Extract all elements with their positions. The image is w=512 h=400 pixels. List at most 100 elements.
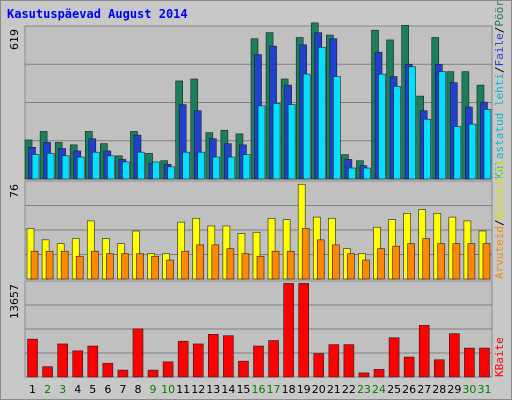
bar-visits-arvuteid-22 (347, 253, 355, 280)
bar-visits-külastusi-17 (267, 218, 276, 280)
legend-visits-part-0: Arvuteid (493, 226, 506, 279)
x-tick-label-31: 31 (477, 383, 491, 396)
bar-bytes-kbaite-3 (57, 343, 68, 378)
x-tick-label-23: 23 (357, 383, 371, 396)
bar-bytes-kbaite-13 (208, 334, 219, 378)
legend-visits-part-2: Külastusi (493, 160, 506, 220)
bar-bytes-kbaite-6 (102, 362, 114, 378)
bar-bytes-kbaite-24 (373, 369, 385, 378)
bar-visits-arvuteid-29 (452, 243, 461, 280)
bar-visits-arvuteid-11 (181, 250, 189, 280)
bar-bytes-kbaite-5 (87, 345, 99, 378)
bar-bytes-kbaite-18 (283, 283, 294, 378)
bar-visits-külastusi-16 (252, 231, 261, 280)
chart-title: Kasutuspäevad August 2014 (7, 7, 188, 21)
legend-traffic-part-3: / (493, 27, 506, 34)
panel-traffic-legend: Külastatud lehti/Faile/Pöördumisi (493, 1, 506, 179)
bar-bytes-kbaite-23 (358, 372, 370, 378)
bar-bytes-kbaite-20 (313, 353, 325, 378)
panel-bytes-legend: KBaite (493, 337, 506, 377)
bar-bytes-kbaite-31 (479, 347, 490, 378)
bar-traffic-külastatud-lehti-21 (333, 76, 341, 180)
bar-bytes-kbaite-9 (147, 369, 159, 378)
bar-traffic-külastatud-lehti-31 (483, 109, 492, 180)
bar-traffic-külastatud-lehti-3 (61, 155, 70, 180)
x-tick-label-24: 24 (372, 383, 386, 396)
bar-visits-arvuteid-30 (467, 243, 476, 280)
panel-visits-ytick-label: 76 (8, 184, 21, 198)
bar-traffic-külastatud-lehti-15 (242, 154, 251, 180)
bar-traffic-külastatud-lehti-6 (107, 155, 115, 180)
bar-traffic-külastatud-lehti-28 (438, 71, 447, 180)
x-tick-label-20: 20 (312, 383, 326, 396)
x-tick-label-6: 6 (104, 383, 111, 396)
bar-visits-arvuteid-16 (256, 255, 265, 280)
bar-traffic-külastatud-lehti-11 (182, 151, 190, 180)
bar-traffic-külastatud-lehti-12 (197, 151, 206, 180)
bar-bytes-kbaite-4 (72, 350, 84, 378)
legend-visits-part-1: / (493, 219, 506, 226)
bar-visits-arvuteid-15 (241, 253, 250, 280)
legend-traffic-part-2: Faile (493, 33, 506, 66)
bar-bytes-kbaite-22 (343, 344, 355, 378)
bar-bytes-kbaite-30 (464, 347, 475, 378)
bar-visits-arvuteid-28 (437, 243, 446, 280)
bar-traffic-külastatud-lehti-26 (408, 66, 416, 180)
bar-traffic-külastatud-lehti-4 (76, 156, 85, 180)
bar-bytes-kbaite-19 (298, 283, 309, 378)
bar-bytes-kbaite-2 (42, 366, 53, 378)
bar-bytes-kbaite-11 (177, 340, 189, 378)
x-tick-label-27: 27 (417, 383, 431, 396)
bar-traffic-külastatud-lehti-25 (393, 86, 401, 180)
bar-visits-külastusi-11 (177, 221, 185, 280)
bar-traffic-külastatud-lehti-18 (287, 104, 296, 180)
bar-visits-arvuteid-4 (75, 255, 84, 280)
bar-visits-arvuteid-13 (211, 244, 220, 280)
x-tick-label-10: 10 (161, 383, 175, 396)
bar-visits-arvuteid-12 (196, 244, 205, 280)
x-tick-label-1: 1 (29, 383, 36, 396)
bar-visits-arvuteid-14 (226, 248, 235, 280)
x-tick-label-8: 8 (134, 383, 141, 396)
bar-visits-arvuteid-5 (90, 250, 99, 280)
bar-traffic-külastatud-lehti-13 (212, 156, 221, 180)
bar-visits-arvuteid-10 (166, 259, 174, 280)
x-tick-label-28: 28 (432, 383, 446, 396)
bar-bytes-kbaite-14 (223, 335, 234, 378)
bar-traffic-külastatud-lehti-9 (152, 161, 160, 180)
x-tick-label-7: 7 (119, 383, 126, 396)
x-tick-label-29: 29 (447, 383, 461, 396)
bar-bytes-kbaite-17 (268, 340, 279, 378)
bar-visits-arvuteid-18 (286, 250, 295, 280)
bar-visits-arvuteid-19 (301, 228, 310, 280)
panel-bytes-ytick-label: 13657 (8, 284, 21, 319)
x-tick-label-30: 30 (462, 383, 476, 396)
bar-visits-arvuteid-7 (121, 253, 129, 280)
bar-bytes-kbaite-25 (388, 337, 400, 378)
x-tick-label-3: 3 (59, 383, 66, 396)
x-tick-label-4: 4 (74, 383, 81, 396)
x-tick-label-17: 17 (267, 383, 281, 396)
x-tick-label-12: 12 (191, 383, 205, 396)
bar-traffic-külastatud-lehti-29 (453, 126, 462, 180)
bar-traffic-külastatud-lehti-30 (468, 123, 477, 180)
x-tick-label-15: 15 (236, 383, 250, 396)
bar-traffic-külastatud-lehti-20 (317, 46, 326, 180)
bar-visits-arvuteid-21 (332, 244, 340, 280)
legend-traffic-part-0: Külastatud lehti (493, 73, 506, 179)
bar-visits-arvuteid-6 (106, 253, 114, 280)
x-tick-label-25: 25 (387, 383, 401, 396)
bar-traffic-külastatud-lehti-23 (363, 167, 371, 180)
bar-bytes-kbaite-12 (192, 343, 204, 378)
bar-visits-arvuteid-8 (136, 253, 144, 280)
bar-visits-arvuteid-9 (151, 255, 159, 280)
x-tick-label-26: 26 (402, 383, 416, 396)
bar-visits-arvuteid-31 (482, 243, 491, 280)
x-tick-label-13: 13 (206, 383, 220, 396)
x-tick-label-11: 11 (176, 383, 190, 396)
bar-traffic-külastatud-lehti-24 (378, 73, 386, 180)
bar-bytes-kbaite-29 (449, 333, 460, 378)
bar-visits-arvuteid-26 (407, 243, 415, 280)
